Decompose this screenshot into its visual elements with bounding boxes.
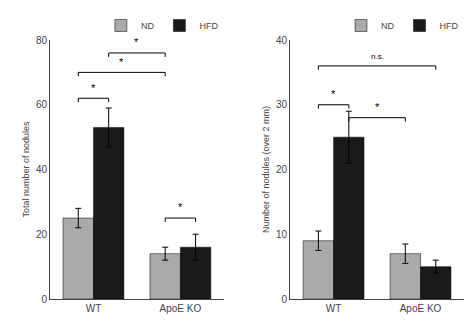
svg-text:WT: WT [326,303,342,314]
svg-text:HFD: HFD [440,21,459,31]
svg-text:*: * [134,36,139,48]
svg-text:ApoE KO: ApoE KO [400,303,442,314]
svg-text:ApoE KO: ApoE KO [160,303,202,314]
svg-text:80: 80 [36,35,48,46]
svg-text:HFD: HFD [199,21,218,31]
svg-text:*: * [331,88,336,100]
svg-text:Number of nodules (over 2 mm): Number of nodules (over 2 mm) [261,106,271,233]
svg-text:40: 40 [276,35,288,46]
svg-text:20: 20 [276,164,288,175]
svg-text:ND: ND [141,21,154,31]
svg-text:n.s.: n.s. [371,52,384,61]
svg-text:Total number of nodules: Total number of nodules [21,121,31,218]
svg-text:*: * [119,56,124,68]
svg-text:0: 0 [282,294,288,305]
svg-text:WT: WT [86,303,102,314]
svg-text:0: 0 [41,294,47,305]
svg-text:20: 20 [36,229,48,240]
svg-text:*: * [375,101,380,113]
svg-text:*: * [178,201,183,213]
svg-text:*: * [91,82,96,94]
svg-text:10: 10 [276,229,288,240]
svg-text:40: 40 [36,164,48,175]
svg-text:60: 60 [36,99,48,110]
svg-text:ND: ND [381,21,394,31]
svg-text:30: 30 [276,99,288,110]
